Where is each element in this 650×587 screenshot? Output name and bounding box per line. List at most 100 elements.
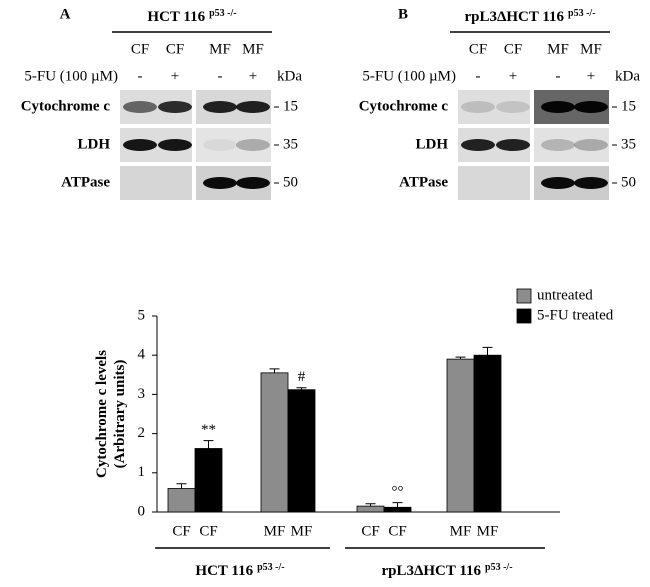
x-tick-label: MF bbox=[450, 523, 472, 539]
y-tick-label: 5 bbox=[138, 307, 146, 323]
treatment-sign: - bbox=[556, 68, 561, 84]
panel-letter: A bbox=[60, 6, 71, 22]
band bbox=[236, 101, 270, 113]
y-axis-label-line: Cytochrome c levels bbox=[94, 350, 110, 478]
y-tick-label: 1 bbox=[138, 464, 146, 480]
row-label: LDH bbox=[77, 136, 110, 152]
title-main: HCT 116 bbox=[195, 563, 253, 579]
band bbox=[158, 139, 192, 151]
bar bbox=[194, 448, 223, 513]
lane-label: CF bbox=[166, 41, 184, 57]
treatment-label: 5-FU (100 µM) bbox=[362, 68, 456, 84]
kda-label: 35 bbox=[621, 136, 636, 152]
band bbox=[574, 139, 608, 151]
band bbox=[541, 101, 575, 113]
unit-label: kDa bbox=[615, 68, 640, 84]
blot-panel bbox=[458, 90, 530, 124]
band bbox=[574, 177, 608, 189]
band bbox=[203, 177, 237, 189]
treatment-sign: - bbox=[476, 68, 481, 84]
treatment-sign: - bbox=[218, 68, 223, 84]
band bbox=[461, 139, 495, 151]
title: HCT 116 p53 -/- bbox=[147, 8, 236, 25]
band bbox=[496, 139, 530, 151]
title-main: rpL3ΔHCT 116 bbox=[464, 9, 564, 25]
title: rpL3ΔHCT 116 p53 -/- bbox=[381, 562, 512, 579]
x-tick-label: CF bbox=[361, 523, 379, 539]
error-bar bbox=[203, 440, 214, 449]
bar bbox=[383, 506, 412, 513]
error-bar bbox=[269, 368, 280, 373]
lane-label: MF bbox=[209, 41, 231, 57]
error-bar bbox=[455, 356, 466, 360]
error-bar bbox=[176, 483, 187, 489]
title-sup: p53 -/- bbox=[485, 562, 513, 573]
row-label: Cytochrome c bbox=[359, 98, 449, 114]
treatment-sign: + bbox=[249, 68, 257, 84]
title-sup: p53 -/- bbox=[209, 8, 237, 19]
title-main: rpL3ΔHCT 116 bbox=[381, 563, 481, 579]
blot-panel bbox=[120, 166, 192, 200]
unit-label: kDa bbox=[277, 68, 302, 84]
legend-swatch bbox=[516, 288, 532, 304]
y-axis-label-line: (Arbitrary units) bbox=[112, 360, 128, 469]
y-tick-label: 4 bbox=[138, 347, 146, 363]
bar bbox=[473, 354, 502, 513]
kda-label: 50 bbox=[283, 174, 298, 190]
bar bbox=[260, 372, 289, 513]
band bbox=[123, 139, 157, 151]
x-tick-label: MF bbox=[291, 523, 313, 539]
treatment-sign: + bbox=[587, 68, 595, 84]
row-label: ATPase bbox=[399, 174, 448, 190]
row-label: ATPase bbox=[61, 174, 110, 190]
band bbox=[158, 101, 192, 113]
blot-panel bbox=[196, 128, 271, 162]
x-tick-label: MF bbox=[477, 523, 499, 539]
bar bbox=[446, 358, 475, 513]
lane-label: CF bbox=[504, 41, 522, 57]
annotation: # bbox=[298, 369, 306, 385]
x-tick-label: CF bbox=[199, 523, 217, 539]
blot-panel bbox=[534, 128, 609, 162]
x-tick-label: CF bbox=[172, 523, 190, 539]
x-tick-label: MF bbox=[264, 523, 286, 539]
panel-letter: B bbox=[398, 6, 408, 22]
bar bbox=[356, 505, 385, 513]
bar bbox=[287, 389, 316, 513]
kda-label: 50 bbox=[621, 174, 636, 190]
title-main: HCT 116 bbox=[147, 9, 205, 25]
error-bar bbox=[392, 502, 403, 508]
lane-label: MF bbox=[580, 41, 602, 57]
treatment-sign: + bbox=[171, 68, 179, 84]
band bbox=[541, 177, 575, 189]
error-bar bbox=[296, 387, 307, 390]
treatment-sign: - bbox=[138, 68, 143, 84]
band bbox=[203, 139, 237, 151]
lane-label: MF bbox=[547, 41, 569, 57]
band bbox=[203, 101, 237, 113]
annotation: ** bbox=[201, 422, 216, 438]
kda-label: 35 bbox=[283, 136, 298, 152]
error-bar bbox=[482, 346, 493, 356]
title-sup: p53 -/- bbox=[257, 562, 285, 573]
error-bar bbox=[365, 503, 376, 507]
x-tick-label: CF bbox=[388, 523, 406, 539]
band bbox=[496, 101, 530, 113]
y-axis-label: Cytochrome c levels (Arbitrary units) bbox=[94, 350, 128, 478]
lane-label: CF bbox=[131, 41, 149, 57]
blot-panel bbox=[458, 166, 530, 200]
kda-label: 15 bbox=[621, 98, 636, 114]
lane-label: MF bbox=[242, 41, 264, 57]
title-sup: p53 -/- bbox=[568, 8, 596, 19]
band bbox=[236, 139, 270, 151]
band bbox=[541, 139, 575, 151]
lane-label: CF bbox=[469, 41, 487, 57]
treatment-label: 5-FU (100 µM) bbox=[24, 68, 118, 84]
legend-label: 5-FU treated bbox=[537, 307, 614, 323]
band bbox=[123, 101, 157, 113]
band bbox=[574, 101, 608, 113]
y-tick-label: 3 bbox=[138, 386, 146, 402]
row-label: LDH bbox=[415, 136, 448, 152]
title: rpL3ΔHCT 116 p53 -/- bbox=[464, 8, 595, 25]
